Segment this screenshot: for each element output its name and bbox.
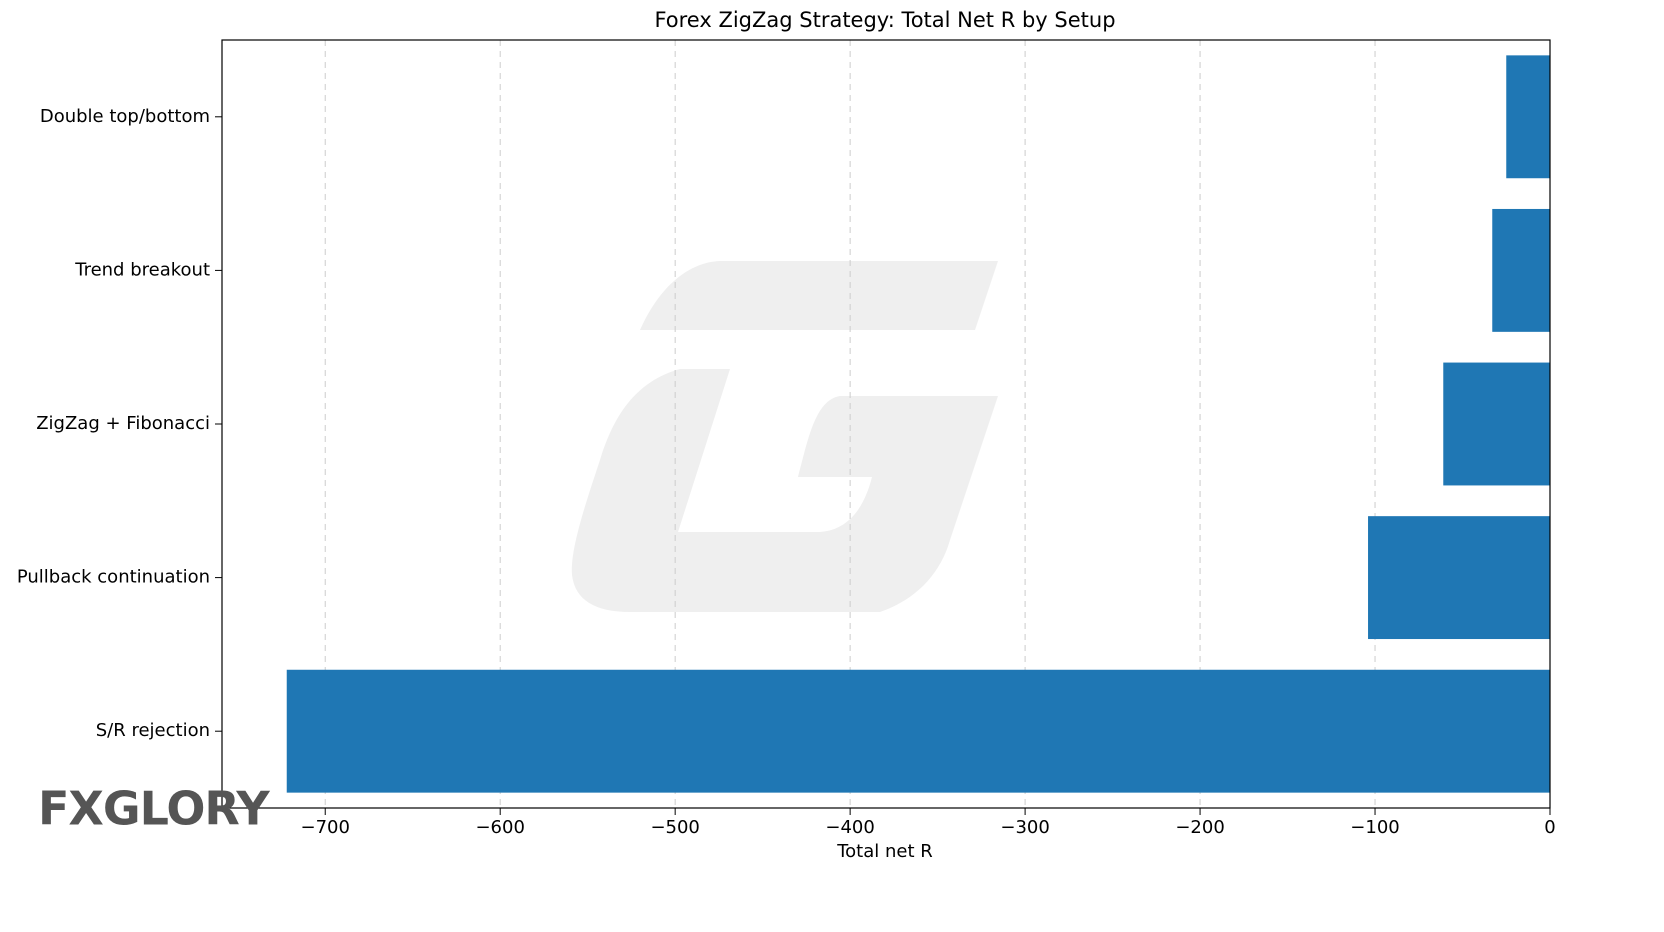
y-tick-label: S/R rejection	[96, 720, 210, 741]
bar	[1368, 516, 1550, 640]
plot-area: −700 −600 −500 −400 −300 −200 −100 0 Double top/…	[17, 40, 1556, 838]
bar	[1443, 362, 1550, 486]
bar	[1506, 55, 1550, 179]
x-tick-label: −700	[301, 817, 350, 838]
watermark-text: FXGLORY	[38, 782, 270, 836]
x-axis-label: Total net R	[836, 841, 933, 862]
x-tick-label: −300	[1000, 817, 1049, 838]
x-tick-label: −500	[650, 817, 699, 838]
bar	[286, 669, 1551, 793]
chart-title: Forex ZigZag Strategy: Total Net R by Se…	[654, 8, 1115, 32]
y-tick-label: Trend breakout	[74, 259, 210, 280]
y-tick-label: Double top/bottom	[40, 106, 210, 127]
y-tick-label: ZigZag + Fibonacci	[36, 413, 210, 434]
axes-frame	[221, 39, 1551, 809]
x-tick-label: −400	[825, 817, 874, 838]
x-tick-label: −600	[475, 817, 524, 838]
bar	[1492, 208, 1550, 332]
x-tick-label: −100	[1350, 817, 1399, 838]
x-tick-label: 0	[1544, 817, 1555, 838]
x-tick-label: −200	[1175, 817, 1224, 838]
y-tick-label: Pullback continuation	[17, 567, 210, 588]
watermark-logo	[571, 261, 998, 612]
